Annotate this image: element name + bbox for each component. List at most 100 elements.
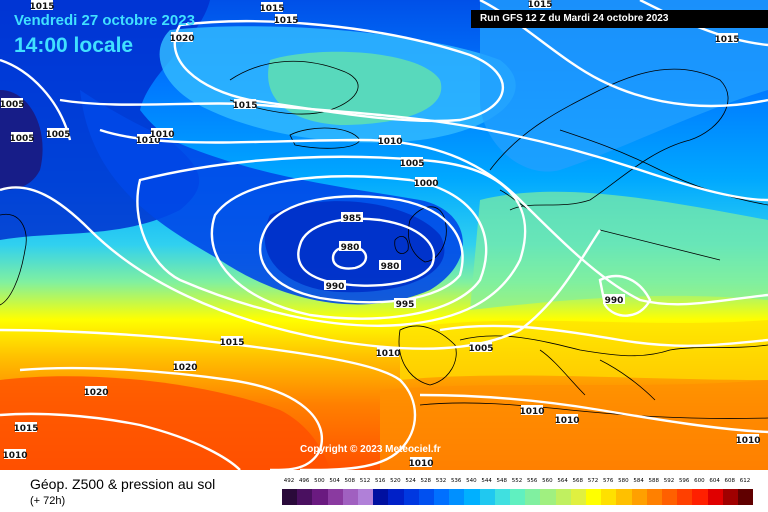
chart-lead-time: (+ 72h) (30, 495, 66, 507)
isobar-label: 1010 (408, 459, 433, 469)
isobar-label: 1015 (232, 101, 257, 111)
isobar-label-bg (401, 157, 423, 167)
legend-swatch (464, 489, 480, 505)
legend-swatch (555, 489, 571, 505)
legend-tick-label: 548 (496, 478, 508, 484)
isobar-label: 1005 (9, 134, 34, 144)
legend-swatch (418, 489, 434, 505)
isobar-label-bg (171, 32, 193, 42)
isobar-label: 980 (381, 262, 400, 272)
legend-tick-label: 544 (481, 478, 492, 484)
legend-tick-label: 532 (435, 478, 447, 484)
legend-tick-label: 564 (557, 478, 568, 484)
isobar-label: 980 (341, 243, 360, 253)
legend-tick-label: 584 (633, 478, 644, 484)
isobar-label-bg (174, 361, 196, 371)
legend-tick-label: 552 (511, 478, 523, 484)
isobar-label-bg (137, 134, 159, 144)
isobar-label: 1010 (375, 349, 400, 359)
isobar-label-bg (324, 280, 346, 290)
legend-swatch (616, 489, 632, 505)
isobar-label: 985 (343, 214, 362, 224)
legend-swatch (373, 489, 389, 505)
legend-swatch (282, 489, 298, 505)
legend-swatch (327, 489, 343, 505)
legend-tick-label: 580 (618, 478, 629, 484)
isobar-label-bg (221, 336, 243, 346)
isobar-label: 995 (396, 300, 415, 310)
isobar-label: 1015 (219, 338, 244, 348)
legend-swatch (479, 489, 495, 505)
legend-swatch (510, 489, 526, 505)
isobar-label-bg (47, 128, 69, 138)
isobar-labels: 1015 1015 1020 1015 1005 1005 1005 1010 1010 1015… (0, 0, 761, 469)
legend-swatch (434, 489, 450, 505)
legend-tick-label: 496 (298, 478, 310, 484)
run-info-box: Run GFS 12 Z du Mardi 24 octobre 2023 (471, 10, 768, 28)
legend-swatch (692, 489, 708, 505)
legend-swatch (586, 489, 602, 505)
isobar-label-bg (261, 2, 283, 12)
isobar-label: 1020 (169, 34, 194, 44)
isobar-label-bg (521, 405, 543, 415)
legend-swatch (358, 489, 374, 505)
legend-tick-label: 572 (587, 478, 599, 484)
color-scale-legend: 492 496 500 504 508 512 516 520 524 528 532 536 540 5… (282, 478, 754, 510)
isobar-label-bg (603, 294, 625, 304)
isobar-label-bg (737, 434, 759, 444)
isobars (0, 0, 768, 470)
legend-swatch (312, 489, 328, 505)
atlantic-red-high (0, 376, 330, 470)
legend-tick-label: 536 (450, 478, 462, 484)
isobar-label-bg (470, 342, 492, 352)
isobar-label: 1005 (0, 100, 25, 110)
legend-swatch (707, 489, 723, 505)
legend-tick-label: 612 (739, 478, 751, 484)
legend-swatch (525, 489, 541, 505)
legend-tick-label: 516 (374, 478, 386, 484)
legend-swatch (722, 489, 738, 505)
legend-swatch (494, 489, 510, 505)
isobar-label: 1015 (527, 0, 552, 10)
legend-tick-label: 608 (724, 478, 736, 484)
legend-tick-label: 604 (709, 478, 720, 484)
isobar-label: 1015 (29, 2, 54, 12)
legend-tick-label: 520 (390, 478, 401, 484)
isobar-label: 1010 (519, 407, 544, 417)
isobar-label: 1005 (468, 344, 493, 354)
isobar-label-bg (275, 14, 297, 24)
legend-swatch (601, 489, 617, 505)
isobar-label: 1020 (172, 363, 197, 373)
legend-tick-label: 556 (526, 478, 538, 484)
isobar-label-bg (341, 212, 363, 222)
legend-tick-label: 492 (283, 478, 295, 484)
legend-tick-label: 560 (542, 478, 553, 484)
isobar-label: 1005 (45, 130, 70, 140)
legend-tick-label: 500 (314, 478, 325, 484)
legend-swatch (342, 489, 358, 505)
legend-swatch (403, 489, 419, 505)
legend-tick-label: 524 (405, 478, 416, 484)
legend-tick-label: 596 (678, 478, 690, 484)
isobar-label: 1015 (13, 424, 38, 434)
isobar-label-bg (415, 177, 437, 187)
north-africa-orange (380, 380, 768, 470)
legend-swatch (449, 489, 465, 505)
isobar-label-bg (234, 99, 256, 109)
isobar-label-bg (556, 414, 578, 424)
legend-tick-label: 600 (694, 478, 705, 484)
isobar-label-bg (15, 422, 37, 432)
isobar-label-bg (379, 260, 401, 270)
copyright-text: Copyright © 2023 Meteociel.fr (300, 444, 441, 455)
legend-tick-label: 540 (466, 478, 477, 484)
isobar-label-bg (85, 386, 107, 396)
isobar-label: 1015 (714, 35, 739, 45)
forecast-date-title: Vendredi 27 octobre 2023 (14, 12, 195, 29)
isobar-label: 990 (326, 282, 345, 292)
footer-bar: Géop. Z500 & pression au sol (+ 72h) 492… (0, 470, 768, 512)
isobar-label: 1010 (135, 136, 160, 146)
isobar-label-bg (379, 135, 401, 145)
legend-tick-label: 528 (420, 478, 432, 484)
legend-tick-label: 512 (359, 478, 371, 484)
isobar-label-bg (1, 98, 23, 108)
